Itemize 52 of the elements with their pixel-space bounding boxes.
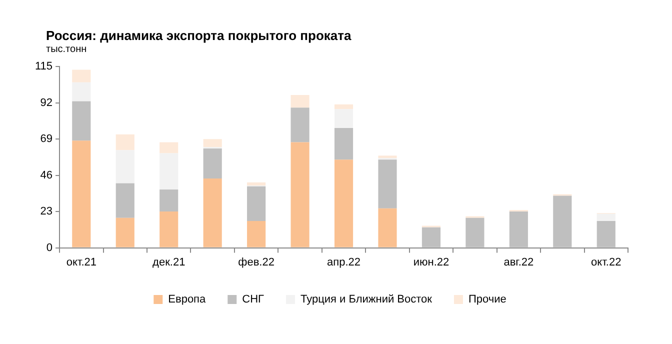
bar (160, 142, 178, 154)
bar (596, 214, 616, 222)
x-tick-label: окт.21 (66, 256, 96, 268)
bar (247, 182, 266, 186)
bar (509, 212, 528, 248)
legend-label: Турция и Ближний Восток (300, 294, 432, 306)
bar (203, 178, 222, 248)
bar (378, 208, 397, 248)
bar (247, 186, 266, 222)
y-tick-label: 23 (40, 206, 53, 218)
bar (160, 153, 178, 190)
bar (203, 139, 222, 147)
bar (160, 212, 178, 248)
bar (160, 190, 178, 212)
bar (290, 142, 310, 248)
y-tick-label: 46 (40, 169, 53, 182)
bar (72, 82, 91, 102)
bar (422, 227, 441, 248)
legend-label: Европа (168, 294, 207, 306)
legend-label: Прочие (468, 294, 506, 306)
bar (596, 221, 616, 248)
y-axis-title: тыс.тонн (46, 44, 88, 55)
bar (116, 134, 134, 150)
x-tick-label: авг.22 (504, 256, 534, 268)
bar (116, 150, 134, 184)
bar (203, 148, 222, 178)
chart-title: Россия: динамика экспорта покрытого проката (46, 28, 352, 43)
bar (247, 221, 266, 248)
bar (466, 218, 484, 248)
y-tick-label: 69 (40, 133, 53, 146)
bar (553, 196, 572, 248)
x-tick-label: июн.22 (413, 256, 450, 268)
bar (116, 218, 134, 248)
x-tick-label: фев.22 (238, 256, 274, 268)
x-tick-label: окт.22 (591, 256, 622, 268)
y-tick-label: 115 (34, 60, 53, 73)
bar (72, 101, 91, 141)
bar (334, 128, 354, 160)
bar (290, 94, 310, 108)
bar (72, 70, 91, 82)
bar (334, 109, 354, 128)
bar (378, 160, 397, 208)
bar (290, 108, 310, 142)
x-tick-label: апр.22 (327, 256, 361, 268)
y-tick-label: 92 (40, 96, 53, 109)
bar (334, 104, 354, 110)
bar (334, 160, 354, 248)
legend-label: СНГ (242, 294, 264, 306)
bar (116, 183, 134, 218)
x-tick-label: дек.21 (152, 256, 186, 268)
y-tick-label: 0 (46, 242, 53, 254)
bar (72, 140, 91, 248)
